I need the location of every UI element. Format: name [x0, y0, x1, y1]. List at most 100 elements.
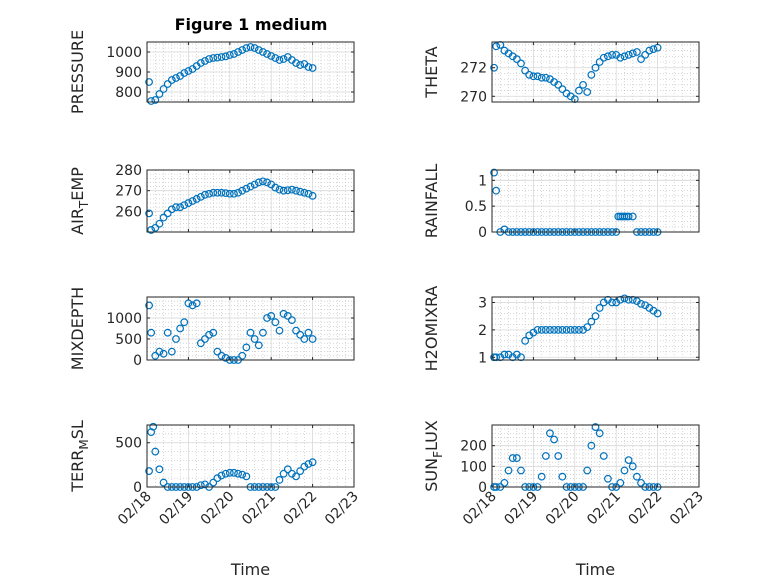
data-point — [649, 45, 658, 54]
data-point — [587, 441, 596, 450]
data-point — [292, 59, 300, 67]
data-point — [275, 56, 284, 64]
data-point — [238, 46, 247, 54]
data-point — [209, 328, 218, 337]
data-point — [566, 325, 575, 334]
data-point — [213, 53, 222, 62]
data-point — [587, 70, 596, 79]
data-point — [230, 468, 238, 477]
data-point — [633, 472, 641, 481]
data-point — [159, 478, 168, 487]
y-axis-label: TERRMSL — [68, 420, 91, 493]
data-point — [209, 188, 218, 197]
data-point — [238, 351, 247, 360]
axes-box — [146, 296, 355, 361]
data-point — [624, 50, 633, 59]
x-axis-label: Time — [230, 560, 270, 579]
data-point — [517, 59, 525, 68]
data-point — [595, 58, 604, 66]
data-point — [167, 347, 176, 356]
data-point — [259, 328, 267, 337]
y-tick-label: 500 — [115, 332, 142, 348]
data-point — [188, 301, 197, 310]
data-point — [304, 63, 313, 71]
data-point — [579, 80, 587, 89]
data-point — [304, 189, 313, 198]
data-point — [283, 312, 292, 320]
plot-area — [147, 425, 354, 487]
data-point — [176, 203, 185, 212]
data-point — [541, 73, 550, 82]
y-tick-label: 280 — [115, 163, 142, 179]
data-point — [155, 465, 164, 474]
data-point — [490, 168, 498, 177]
data-point — [234, 188, 242, 197]
data-point — [517, 353, 525, 362]
data-point — [159, 349, 168, 358]
y-axis-label: AIRTEMP — [68, 167, 91, 235]
data-point — [201, 335, 209, 343]
data-point — [213, 347, 222, 356]
data-point — [533, 325, 542, 334]
y-axis-label: PRESSURE — [68, 30, 87, 114]
data-point — [308, 191, 317, 200]
data-point — [308, 458, 317, 467]
data-point — [537, 472, 546, 481]
data-point — [259, 48, 267, 56]
data-point — [587, 317, 596, 326]
data-point — [217, 188, 226, 197]
y-tick-label: 200 — [460, 439, 487, 455]
data-point — [275, 476, 284, 484]
data-point — [633, 48, 641, 56]
data-point — [591, 63, 600, 72]
data-point — [645, 46, 654, 55]
y-tick-label: 100 — [460, 459, 487, 475]
axes-box — [146, 169, 355, 233]
data-point — [624, 456, 633, 465]
y-tick-label: 800 — [115, 85, 142, 101]
data-point — [217, 351, 226, 360]
data-point — [163, 80, 172, 88]
data-point — [575, 86, 583, 95]
data-point — [267, 312, 276, 320]
data-point — [283, 465, 292, 474]
data-point — [541, 452, 550, 460]
data-point — [234, 469, 242, 478]
data-point — [209, 54, 218, 62]
data-point — [620, 52, 629, 61]
subplot-theta: 270 272 THETA — [422, 40, 700, 105]
data-point — [263, 314, 271, 322]
data-point — [620, 294, 629, 303]
data-point — [147, 328, 156, 337]
data-point — [263, 50, 271, 58]
data-point — [279, 186, 288, 195]
data-point — [583, 88, 592, 96]
data-point — [217, 53, 226, 61]
data-point — [529, 72, 538, 81]
data-point — [145, 209, 153, 218]
data-point — [155, 347, 164, 356]
subplot-air-temp: 260 270 280 AIRTEMP — [68, 163, 355, 235]
data-point — [492, 42, 501, 51]
data-point — [246, 43, 255, 51]
data-point — [192, 299, 201, 308]
x-axis-label: Time — [575, 560, 615, 579]
subplot-rainfall: 0 0.5 1 RAINFALL — [422, 164, 700, 241]
data-point — [192, 195, 201, 203]
data-point — [267, 52, 276, 60]
data-point — [637, 299, 645, 308]
data-point — [242, 343, 251, 352]
data-point — [271, 318, 280, 327]
data-point — [296, 467, 305, 475]
data-point — [221, 189, 230, 198]
data-point — [184, 67, 193, 75]
data-point — [259, 177, 267, 186]
y-axis-label: MIXDEPTH — [68, 287, 87, 370]
plot-area — [492, 170, 699, 232]
data-point — [242, 472, 251, 481]
data-point — [205, 189, 214, 198]
data-point — [163, 209, 172, 218]
data-point — [242, 184, 251, 193]
